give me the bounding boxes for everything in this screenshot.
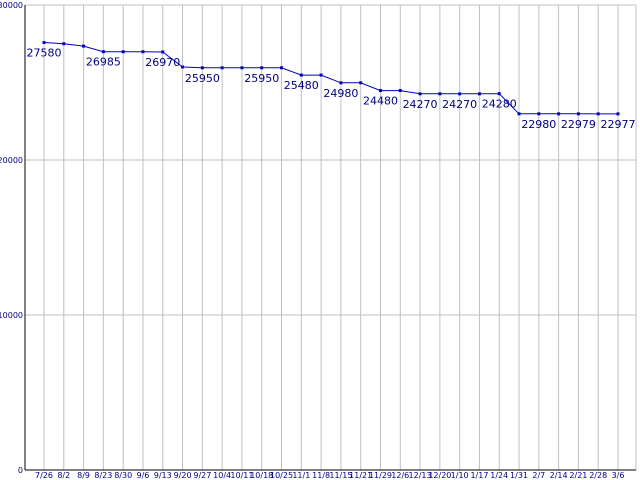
- data-point: [517, 112, 521, 116]
- x-tick-label: 10/25: [270, 471, 293, 480]
- x-tick-label: 2/21: [569, 471, 587, 480]
- y-tick-label: 10000: [0, 311, 23, 320]
- x-tick-label: 11/15: [329, 471, 352, 480]
- data-point: [62, 42, 66, 46]
- vertical-grid-lines: [43, 5, 637, 470]
- data-point: [280, 66, 284, 70]
- data-label: 27580: [27, 47, 62, 60]
- x-tick-label: 1/24: [490, 471, 508, 480]
- x-tick-label: 10/18: [250, 471, 273, 480]
- data-point: [42, 41, 46, 45]
- data-point: [82, 44, 86, 48]
- data-labels: 27580 26985 26970 25950 25950 25480 24980 24480…: [27, 47, 636, 131]
- data-point: [339, 81, 343, 85]
- data-point: [477, 92, 481, 96]
- series-polyline: [43, 42, 618, 115]
- horizontal-grid-lines: [25, 4, 636, 316]
- data-point: [181, 65, 185, 69]
- data-point: [299, 73, 303, 77]
- x-tick-label: 7/26: [35, 471, 53, 480]
- data-label: 25950: [185, 72, 220, 85]
- x-tick-label: 9/20: [174, 471, 192, 480]
- data-point: [458, 92, 462, 96]
- data-point: [438, 92, 442, 96]
- x-tick-label: 8/9: [77, 471, 90, 480]
- x-tick-label: 1/31: [510, 471, 528, 480]
- data-point: [101, 50, 105, 54]
- data-label: 25480: [284, 79, 319, 92]
- data-point: [359, 81, 363, 85]
- x-tick-label: 11/8: [312, 471, 330, 480]
- x-tick-label: 12/6: [391, 471, 409, 480]
- y-tick-label: 20000: [0, 156, 23, 165]
- data-label: 22980: [521, 118, 556, 131]
- x-tick-label: 9/6: [137, 471, 150, 480]
- x-tick-label: 2/7: [532, 471, 545, 480]
- data-point: [418, 92, 422, 96]
- x-tick-label: 12/13: [409, 471, 432, 480]
- data-point: [260, 66, 264, 70]
- data-label: 22977: [601, 118, 636, 131]
- data-point: [398, 89, 402, 93]
- data-label: 25950: [244, 72, 279, 85]
- data-point: [319, 73, 323, 77]
- data-point: [220, 66, 224, 70]
- y-tick-label: 0: [18, 466, 23, 475]
- x-tick-label: 2/14: [550, 471, 568, 480]
- y-tick-labels: 0 10000 20000 30000: [0, 1, 23, 475]
- data-label: 24280: [482, 98, 517, 111]
- x-tick-label: 11/29: [369, 471, 392, 480]
- y-tick-label: 30000: [0, 1, 23, 10]
- x-tick-label: 1/10: [451, 471, 469, 480]
- data-point: [200, 66, 204, 70]
- series-line: [43, 42, 618, 115]
- data-points: [42, 41, 620, 116]
- x-tick-label: 9/13: [154, 471, 172, 480]
- x-tick-label: 10/11: [230, 471, 253, 480]
- data-point: [141, 50, 145, 54]
- data-label: 24270: [403, 98, 438, 111]
- data-label: 24980: [323, 87, 358, 100]
- data-label: 26970: [145, 56, 180, 69]
- x-tick-label: 10/4: [213, 471, 231, 480]
- axes: [24, 5, 636, 471]
- x-tick-label: 8/2: [57, 471, 70, 480]
- data-point: [121, 50, 125, 54]
- data-label: 24480: [363, 95, 398, 108]
- data-point: [596, 112, 600, 116]
- x-tick-label: 2/28: [589, 471, 607, 480]
- data-point: [240, 66, 244, 70]
- x-tick-label: 11/21: [349, 471, 372, 480]
- data-point: [497, 92, 501, 96]
- data-label: 24270: [442, 98, 477, 111]
- x-tick-labels: 7/26 8/2 8/9 8/23 8/30 9/6 9/13 9/20 9/27 10/4 10/…: [35, 471, 624, 480]
- x-tick-label: 3/6: [612, 471, 625, 480]
- data-point: [537, 112, 541, 116]
- data-point: [161, 50, 165, 54]
- data-point: [557, 112, 561, 116]
- data-point: [378, 89, 382, 93]
- x-tick-label: 8/23: [94, 471, 112, 480]
- data-label: 26985: [86, 56, 121, 69]
- x-tick-label: 1/17: [470, 471, 488, 480]
- data-label: 22979: [561, 118, 596, 131]
- x-tick-label: 9/27: [193, 471, 211, 480]
- x-tick-label: 8/30: [114, 471, 132, 480]
- data-point: [616, 112, 620, 116]
- x-tick-label: 12/20: [428, 471, 451, 480]
- data-point: [576, 112, 580, 116]
- x-tick-label: 11/1: [292, 471, 310, 480]
